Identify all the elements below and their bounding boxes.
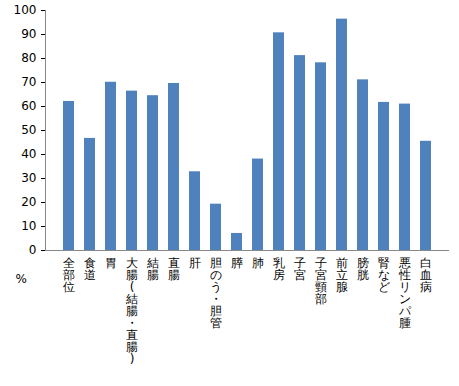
- svg-text:胃: 胃: [105, 256, 117, 270]
- svg-text:100: 100: [14, 3, 37, 17]
- svg-text:子宮: 子宮: [294, 256, 306, 282]
- svg-text:大腸(結腸・直腸): 大腸(結腸・直腸): [125, 256, 138, 366]
- svg-text:60: 60: [21, 99, 36, 113]
- svg-text:結腸: 結腸: [146, 256, 159, 282]
- svg-text:肺: 肺: [252, 256, 264, 270]
- svg-text:子宮頸部: 子宮頸部: [315, 256, 327, 306]
- svg-text:腎など: 腎など: [378, 256, 390, 294]
- svg-text:0: 0: [29, 243, 37, 257]
- svg-text:白血病: 白血病: [420, 256, 432, 294]
- svg-text:30: 30: [21, 171, 36, 185]
- svg-text:直腸: 直腸: [168, 256, 180, 282]
- svg-text:20: 20: [21, 195, 36, 209]
- svg-text:胆のう・胆管: 胆のう・胆管: [210, 256, 222, 330]
- svg-text:膵: 膵: [231, 256, 243, 270]
- svg-text:前立腺: 前立腺: [336, 256, 348, 294]
- svg-text:90: 90: [21, 27, 36, 41]
- svg-text:70: 70: [21, 75, 36, 89]
- svg-text:80: 80: [21, 51, 36, 65]
- svg-text:肝: 肝: [189, 256, 201, 270]
- svg-text:%: %: [16, 272, 27, 286]
- svg-text:乳房: 乳房: [273, 256, 285, 282]
- svg-text:40: 40: [21, 147, 36, 161]
- svg-text:膀胱: 膀胱: [357, 256, 369, 282]
- svg-text:全部位: 全部位: [63, 256, 75, 294]
- svg-text:食道: 食道: [84, 256, 96, 282]
- svg-text:10: 10: [21, 219, 36, 233]
- svg-text:悪性リンパ腫: 悪性リンパ腫: [398, 256, 412, 330]
- svg-text:50: 50: [21, 123, 36, 137]
